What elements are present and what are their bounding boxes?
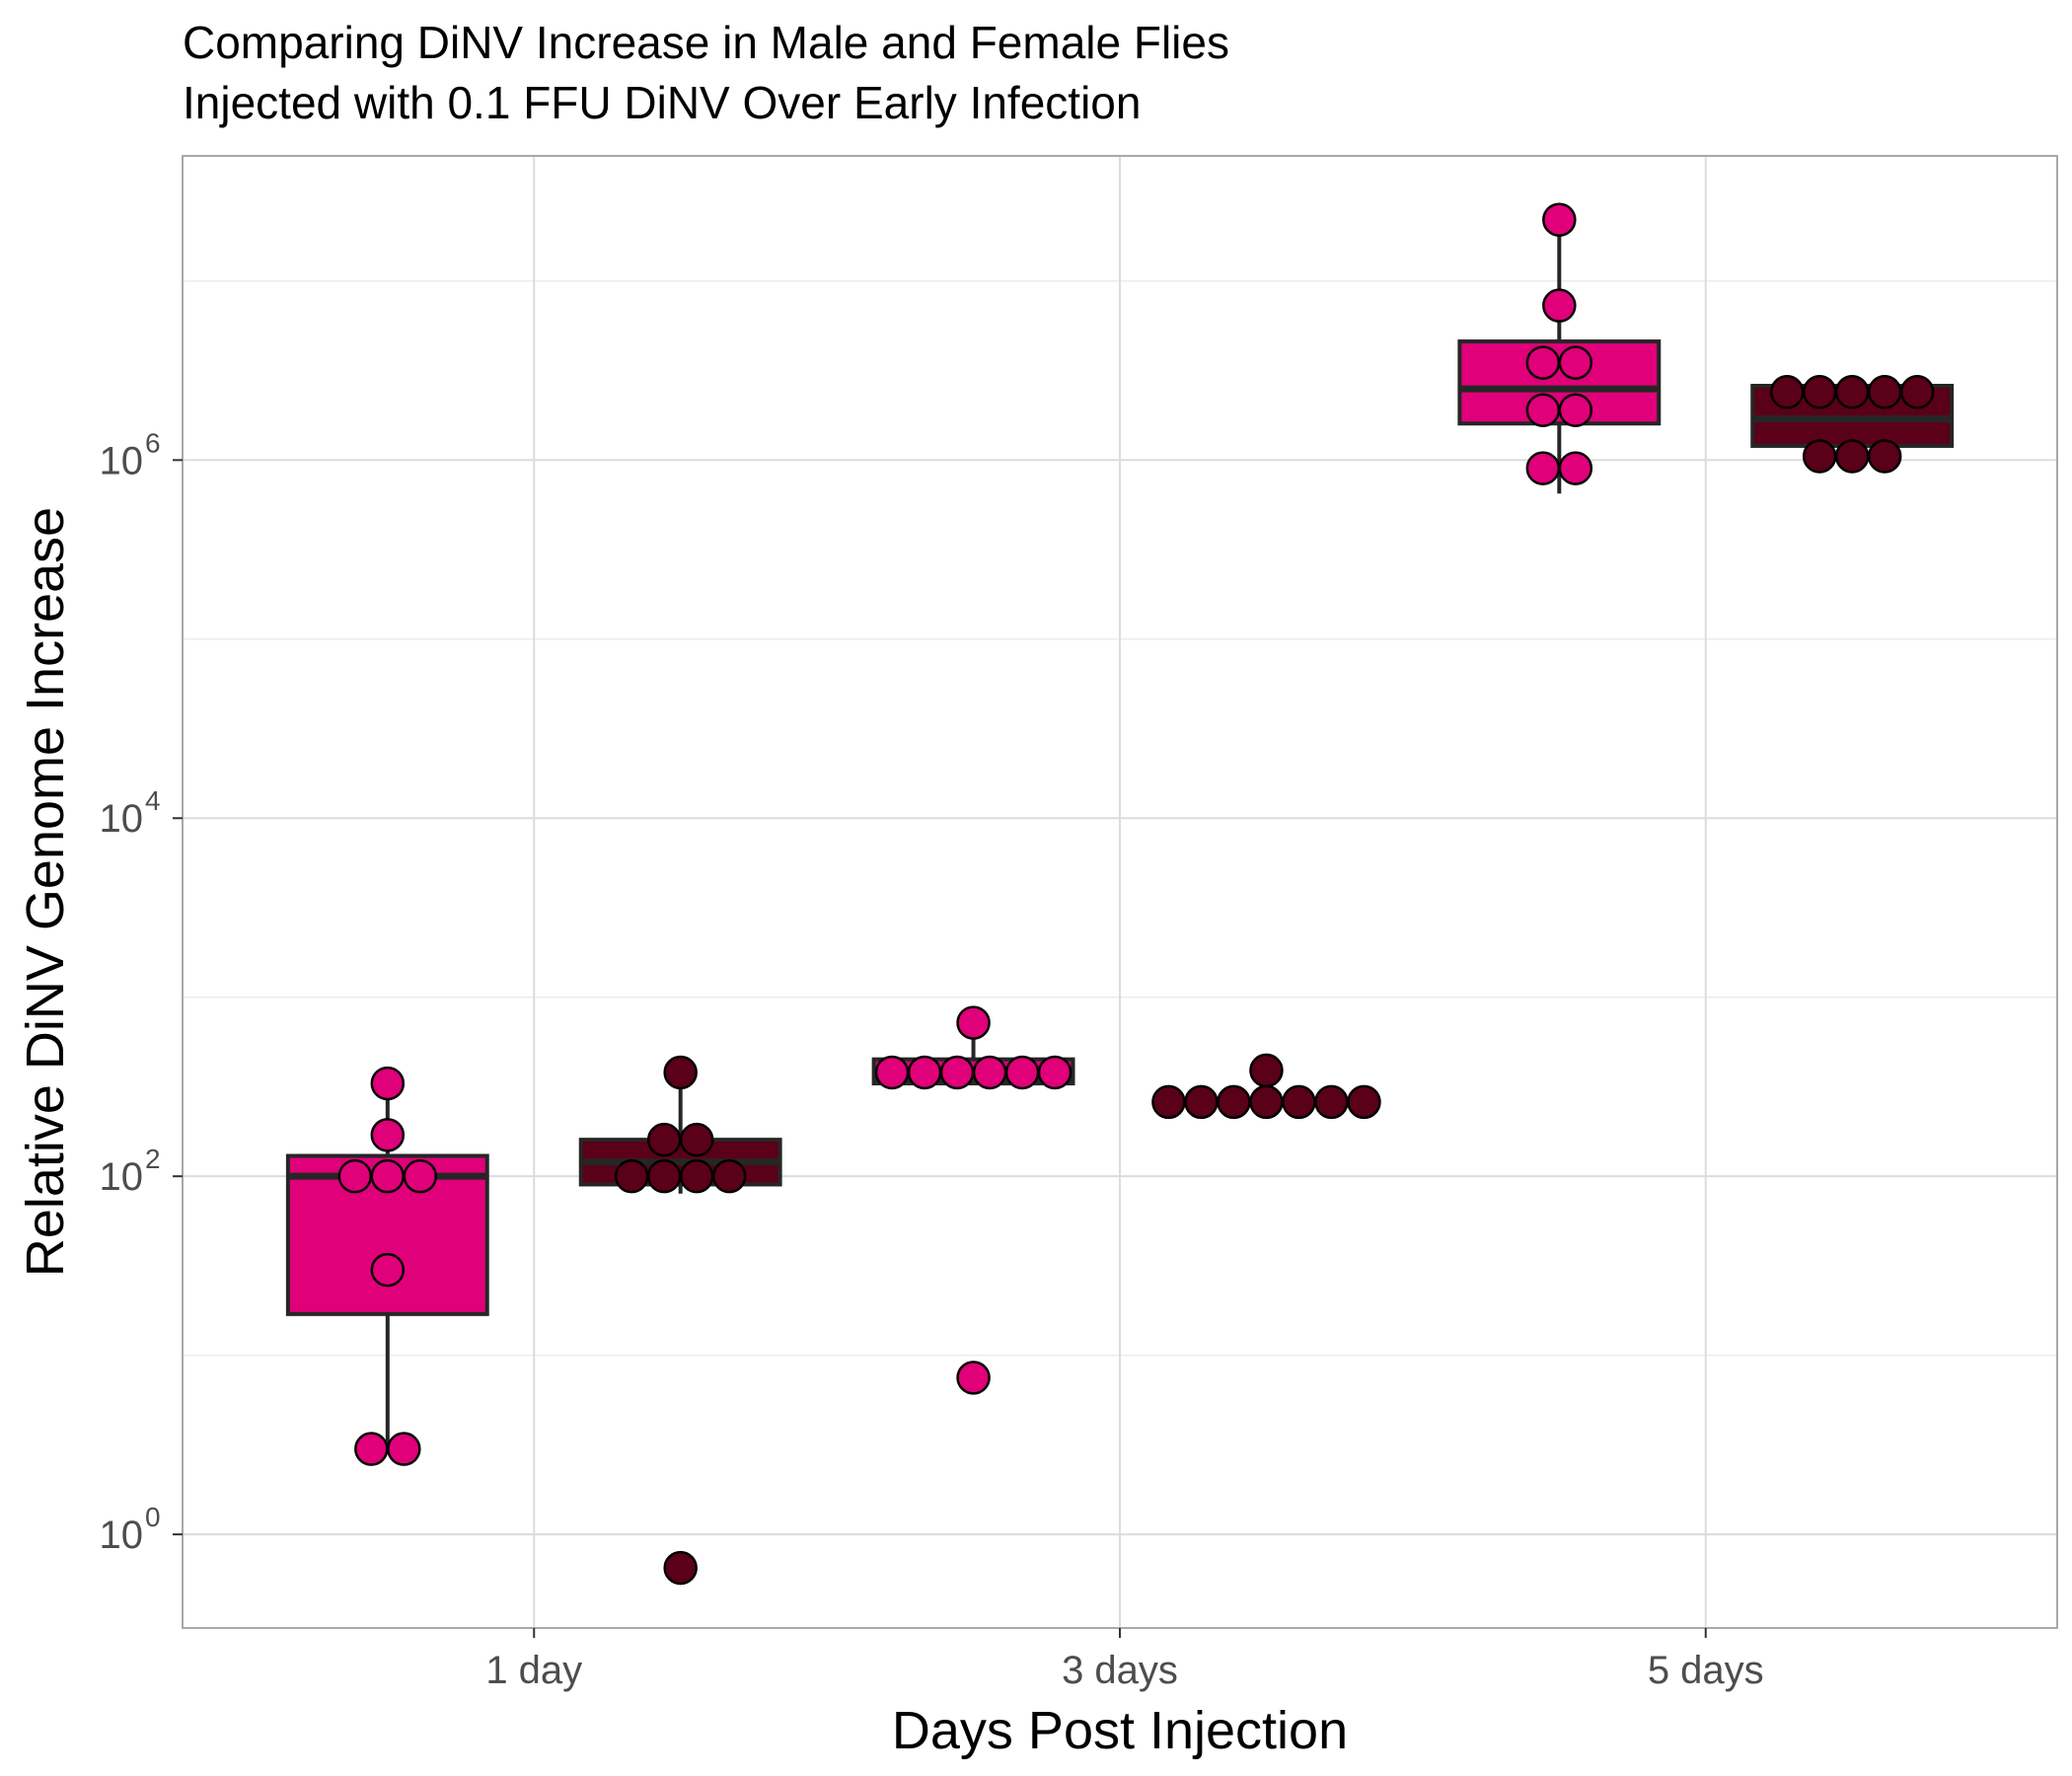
data-point bbox=[1151, 1084, 1186, 1120]
data-point bbox=[1542, 288, 1577, 323]
data-point bbox=[370, 1118, 406, 1152]
data-point bbox=[646, 1122, 682, 1157]
chart-title: Comparing DiNV Increase in Male and Fema… bbox=[183, 17, 1229, 68]
data-point bbox=[1347, 1084, 1381, 1120]
y-tick-base: 10 bbox=[100, 1155, 144, 1199]
x-tick-label: 5 days bbox=[1648, 1649, 1764, 1692]
y-tick-label: 10 bbox=[100, 1514, 144, 1557]
data-point bbox=[679, 1158, 714, 1194]
chart-subtitle: Injected with 0.1 FFU DiNV Over Early In… bbox=[183, 77, 1141, 128]
data-point bbox=[663, 1055, 698, 1090]
data-point bbox=[1558, 393, 1593, 427]
data-point bbox=[354, 1432, 389, 1466]
y-tick-exponent: 0 bbox=[145, 1502, 161, 1532]
data-point bbox=[1867, 439, 1902, 474]
data-point bbox=[1525, 345, 1561, 380]
data-point bbox=[1525, 451, 1561, 485]
data-point bbox=[1802, 439, 1837, 474]
x-axis: 1 day 3 days 5 days bbox=[485, 1628, 1764, 1692]
data-point bbox=[1802, 375, 1837, 409]
y-tick-label: 10 bbox=[100, 797, 144, 841]
data-point bbox=[337, 1158, 373, 1194]
data-point bbox=[711, 1158, 747, 1194]
data-point bbox=[1037, 1055, 1073, 1090]
y-tick-label: 10 bbox=[100, 1155, 144, 1199]
y-tick-base: 10 bbox=[100, 1514, 144, 1557]
data-point bbox=[1769, 375, 1805, 409]
data-point bbox=[370, 1252, 406, 1288]
data-point bbox=[972, 1055, 1007, 1090]
data-point bbox=[1217, 1084, 1251, 1120]
data-point bbox=[1899, 375, 1935, 409]
data-point bbox=[614, 1158, 649, 1194]
data-point bbox=[370, 1158, 406, 1194]
data-point bbox=[1558, 451, 1593, 485]
x-tick-label: 3 days bbox=[1062, 1649, 1178, 1692]
data-point bbox=[874, 1055, 910, 1090]
data-point bbox=[939, 1055, 975, 1090]
points bbox=[337, 202, 1935, 1586]
data-point bbox=[1542, 202, 1577, 237]
data-point bbox=[387, 1432, 421, 1466]
box bbox=[285, 1153, 489, 1316]
data-point bbox=[956, 1005, 991, 1040]
y-tick-base: 10 bbox=[100, 439, 144, 482]
data-point bbox=[1867, 375, 1902, 409]
data-point bbox=[646, 1158, 682, 1194]
data-point bbox=[1558, 345, 1593, 380]
data-point bbox=[1834, 375, 1870, 409]
y-tick-exponent: 6 bbox=[145, 427, 161, 458]
y-tick-exponent: 4 bbox=[145, 785, 161, 816]
y-tick-base: 10 bbox=[100, 797, 144, 841]
data-point bbox=[679, 1122, 714, 1157]
data-point bbox=[663, 1550, 698, 1586]
x-tick-label: 1 day bbox=[485, 1649, 582, 1692]
data-point bbox=[1525, 393, 1561, 427]
data-point bbox=[907, 1055, 942, 1090]
data-point bbox=[403, 1158, 438, 1194]
data-point bbox=[1249, 1053, 1284, 1088]
data-point bbox=[1184, 1084, 1219, 1120]
data-point bbox=[956, 1361, 991, 1395]
grid bbox=[183, 156, 2057, 1628]
data-point bbox=[370, 1066, 406, 1101]
data-point bbox=[1834, 439, 1870, 474]
data-point bbox=[1282, 1084, 1316, 1120]
data-point bbox=[1249, 1084, 1284, 1120]
y-tick-exponent: 2 bbox=[145, 1144, 161, 1174]
x-axis-title: Days Post Injection bbox=[892, 1701, 1348, 1760]
y-tick-label: 10 bbox=[100, 439, 144, 482]
y-axis-title: Relative DiNV Genome Increase bbox=[16, 507, 75, 1277]
data-point bbox=[1314, 1084, 1349, 1120]
data-point bbox=[1004, 1055, 1040, 1090]
